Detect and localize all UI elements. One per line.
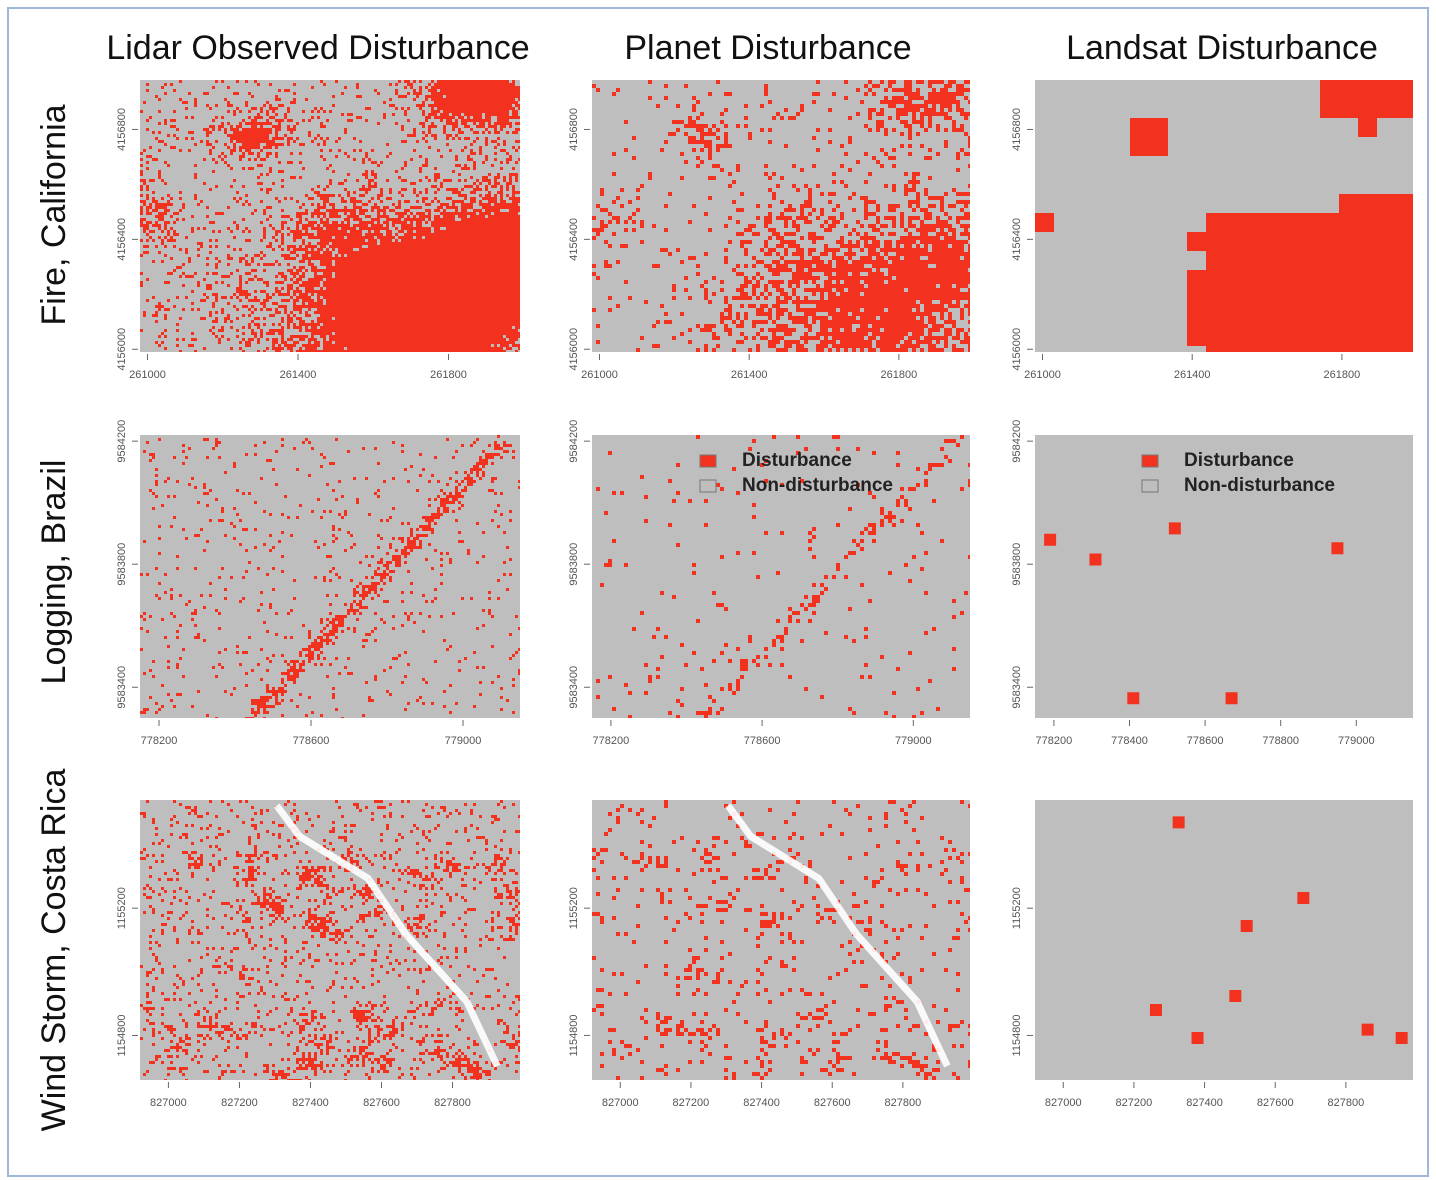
y-tick-label: 1155200 (116, 887, 128, 929)
y-tick-label: 9583800 (568, 543, 580, 586)
x-tick-label: 261000 (1024, 369, 1061, 381)
x-tick-label: 827200 (221, 1097, 258, 1109)
x-tick-label: 827800 (885, 1097, 922, 1109)
y-tick-label: 4156800 (568, 108, 580, 151)
x-tick-label: 261800 (881, 369, 918, 381)
x-tick-label: 827800 (434, 1097, 471, 1109)
x-tick-label: 261000 (581, 369, 618, 381)
column-title: Landsat Disturbance (1066, 29, 1378, 67)
legend-swatch (1142, 455, 1158, 467)
legend-swatch (700, 480, 716, 492)
y-tick-label: 1155200 (568, 887, 580, 929)
x-tick-label: 827400 (292, 1097, 329, 1109)
x-tick-label: 778600 (1187, 735, 1224, 747)
x-tick-label: 827600 (814, 1097, 851, 1109)
map-background (140, 435, 520, 718)
row-title: Logging, Brazil (35, 460, 73, 685)
x-tick-label: 827800 (1328, 1097, 1365, 1109)
y-tick-label: 4156800 (116, 108, 128, 151)
legend-label: Non-disturbance (742, 475, 893, 496)
x-tick-label: 778400 (1111, 735, 1148, 747)
y-tick-label: 9584200 (1011, 420, 1023, 463)
y-tick-label: 4156400 (1011, 218, 1023, 261)
y-tick-label: 9583400 (568, 666, 580, 709)
y-tick-label: 9583400 (1011, 666, 1023, 709)
row-title: Wind Storm, Costa Rica (35, 769, 73, 1132)
x-tick-label: 827000 (1045, 1097, 1082, 1109)
column-title: Planet Disturbance (624, 29, 911, 67)
x-tick-label: 261000 (129, 369, 166, 381)
x-tick-label: 827600 (363, 1097, 400, 1109)
x-tick-label: 827200 (673, 1097, 710, 1109)
legend-label: Non-disturbance (1184, 475, 1335, 496)
x-tick-label: 261400 (1174, 369, 1211, 381)
column-title: Lidar Observed Disturbance (106, 29, 529, 67)
x-tick-label: 261800 (430, 369, 467, 381)
x-tick-label: 827400 (743, 1097, 780, 1109)
y-tick-label: 1155200 (1011, 887, 1023, 929)
y-tick-label: 4156400 (116, 218, 128, 261)
y-tick-label: 1154800 (568, 1014, 580, 1056)
x-tick-label: 778200 (593, 735, 630, 747)
x-tick-label: 261400 (731, 369, 768, 381)
row-title: Fire, California (35, 104, 73, 325)
x-tick-label: 778600 (293, 735, 330, 747)
legend-swatch (700, 455, 716, 467)
y-tick-label: 4156000 (1011, 328, 1023, 371)
y-tick-label: 9584200 (568, 420, 580, 463)
x-tick-label: 778200 (141, 735, 178, 747)
y-tick-label: 9583800 (116, 543, 128, 586)
legend-label: Disturbance (742, 450, 852, 471)
x-tick-label: 827000 (150, 1097, 187, 1109)
x-tick-label: 778200 (1036, 735, 1073, 747)
legend-label: Disturbance (1184, 450, 1294, 471)
y-tick-label: 4156400 (568, 218, 580, 261)
y-tick-label: 4156800 (1011, 108, 1023, 151)
y-tick-label: 9584200 (116, 420, 128, 463)
x-tick-label: 778600 (744, 735, 781, 747)
y-tick-label: 4156000 (116, 328, 128, 371)
y-tick-label: 4156000 (568, 328, 580, 371)
y-tick-label: 1154800 (116, 1014, 128, 1056)
y-tick-label: 1154800 (1011, 1014, 1023, 1056)
legend-swatch (1142, 480, 1158, 492)
x-tick-label: 827600 (1257, 1097, 1294, 1109)
x-tick-label: 827000 (602, 1097, 639, 1109)
x-tick-label: 261400 (280, 369, 317, 381)
x-tick-label: 261800 (1324, 369, 1361, 381)
x-tick-label: 827400 (1186, 1097, 1223, 1109)
y-tick-label: 9583400 (116, 666, 128, 709)
x-tick-label: 827200 (1116, 1097, 1153, 1109)
x-tick-label: 779000 (895, 735, 932, 747)
x-tick-label: 779000 (1338, 735, 1375, 747)
map-background (1035, 800, 1413, 1080)
page: {"columns": ["Lidar Observed Disturbance… (0, 0, 1436, 1180)
figure: Lidar Observed Disturbance Planet Disturb… (0, 0, 1436, 1180)
y-tick-label: 9583800 (1011, 543, 1023, 586)
x-tick-label: 779000 (445, 735, 482, 747)
x-tick-label: 778800 (1262, 735, 1299, 747)
